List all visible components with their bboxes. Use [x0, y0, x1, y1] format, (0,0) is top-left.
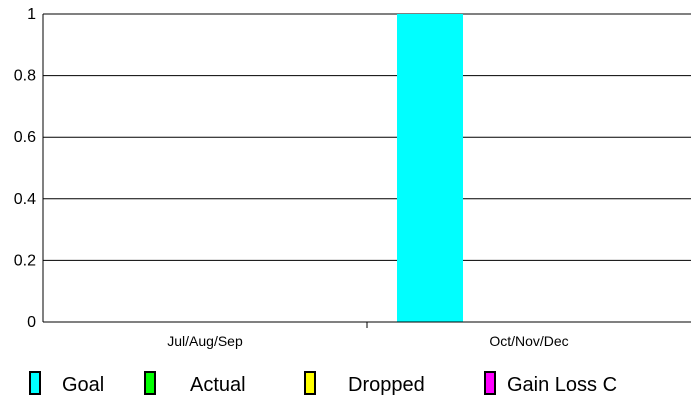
legend-label: Goal: [62, 374, 104, 396]
legend-swatch-goal: [29, 371, 41, 395]
y-tick-label: 1: [27, 6, 36, 23]
bar-goal-1: [397, 14, 463, 322]
y-tick-label: 0.4: [14, 191, 36, 208]
grid-lines: [43, 13, 691, 323]
axes: [42, 14, 691, 328]
legend-label: Gain Loss C: [507, 374, 617, 396]
legend: Goal Actual Dropped Gain Loss C: [29, 371, 617, 396]
y-tick-label: 0.8: [14, 68, 36, 85]
bars: [397, 14, 463, 322]
legend-label: Dropped: [348, 374, 425, 396]
x-tick-label: Jul/Aug/Sep: [167, 333, 243, 349]
legend-swatch-dropped: [304, 371, 316, 395]
x-tick-label: Oct/Nov/Dec: [489, 333, 568, 349]
y-axis-tick-labels: 0 0.2 0.4 0.6 0.8 1: [14, 6, 36, 331]
x-axis-tick-labels: Jul/Aug/Sep Oct/Nov/Dec: [167, 333, 568, 349]
legend-swatch-gain-loss-c: [484, 371, 496, 395]
y-tick-label: 0.6: [14, 129, 36, 146]
legend-label: Actual: [190, 374, 246, 396]
legend-swatch-actual: [144, 371, 156, 395]
y-tick-label: 0.2: [14, 252, 36, 269]
y-tick-label: 0: [27, 314, 36, 331]
